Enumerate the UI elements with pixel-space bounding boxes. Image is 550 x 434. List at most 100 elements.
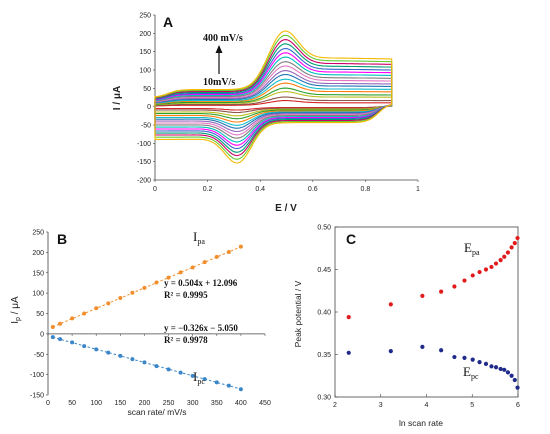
point-pc [493, 365, 499, 370]
panel-b-y-tick-label: 150 [32, 270, 44, 277]
panel-c-x-tick-label: 4 [425, 402, 429, 409]
series-label-epa: Epa [464, 240, 480, 257]
cv-curve-400 [154, 30, 393, 164]
panel-b-y-label: Ip / μA [10, 296, 22, 324]
panel-a-x-tick-label: 0.2 [203, 186, 213, 193]
series-label-epc-main: E [463, 364, 471, 379]
panel-b-y-label-sub: p [15, 317, 22, 321]
panel-a-y-tick-label: 0 [147, 104, 151, 111]
point-pa [452, 284, 457, 289]
point-pa [346, 315, 351, 320]
ipc-r2: R² = 0.9978 [164, 335, 208, 345]
panel-b-x-tick-label: 150 [114, 400, 126, 407]
panel-c-x-label: ln scan rate [399, 418, 443, 428]
point-pc [202, 377, 207, 382]
panel-b-fit-lines [52, 246, 242, 390]
panel-c-y-tick-label: 0.35 [317, 352, 331, 359]
panel-b-x-tick-label: 300 [187, 400, 199, 407]
panel-b-x-tick-label: 450 [259, 400, 271, 407]
panel-a-y-label: I / μA [112, 86, 123, 110]
point-pa [58, 321, 63, 326]
ipa-r2: R² = 0.9995 [164, 290, 208, 300]
panel-b-y-tick-label: -150 [30, 393, 44, 400]
point-pa [202, 260, 207, 265]
panel-b-label: B [57, 231, 67, 247]
point-pc [154, 364, 159, 369]
panel-c-x-tick-label: 5 [470, 402, 474, 409]
panel-c-points [346, 235, 520, 390]
panel-c-y-tick-label: 0.30 [317, 395, 331, 402]
point-pc [470, 357, 475, 362]
panel-b-axes [46, 231, 266, 396]
series-label-ipa: Ipa [193, 229, 205, 246]
point-pa [106, 301, 111, 306]
series-label-ipa-main: I [193, 229, 197, 244]
point-pa [483, 267, 489, 272]
point-pc [118, 353, 123, 358]
point-pc [214, 380, 219, 385]
panel-b-y-tick-label: 0 [40, 331, 44, 338]
ipa-equation: y = 0.504x + 12.096 [164, 278, 238, 288]
series-label-ipc: Ipc [193, 369, 205, 386]
panel-a-x-tick-label: 0.4 [255, 186, 265, 193]
point-pc [142, 360, 147, 365]
panel-a-y-tick-label: -50 [141, 123, 151, 130]
panel-b-x-tick-label: 100 [90, 400, 102, 407]
point-pc [439, 348, 444, 353]
annotation-400mvs: 400 mV/s [203, 33, 243, 44]
panel-b-y-tick-label: -100 [30, 372, 44, 379]
panel-b-y-tick-label: -50 [34, 352, 44, 359]
point-pc [190, 373, 195, 378]
panel-c-y-tick-label: 0.40 [317, 310, 331, 317]
panel-a-y-tick-label: -200 [137, 178, 151, 185]
panel-b-x-tick-label: 50 [68, 400, 76, 407]
panel-c-label: C [346, 231, 356, 247]
scan-rate-arrowhead [215, 45, 223, 53]
panel-a-tick-labels: -200 -150 -100 -50 0 50 100 150 200 250 0 0.2 0.4 0.6… [137, 13, 420, 194]
fit-line-pc [52, 336, 242, 390]
panel-b-points [50, 244, 243, 392]
point-pc [477, 360, 482, 365]
point-pa [142, 285, 147, 290]
point-pa [214, 254, 219, 259]
point-pc [226, 383, 231, 388]
point-pa [477, 269, 482, 275]
panel-b-peak-current-vs-scan-rate: -150 -100 -50 0 50 100 150 200 250 0 50 100 150 200 25… [10, 229, 271, 417]
point-pa [238, 244, 243, 249]
panel-c-frame [334, 226, 519, 398]
panel-b-y-tick-label: 100 [32, 291, 44, 298]
point-pc [178, 370, 183, 375]
point-pc [50, 335, 55, 340]
panel-b-x-tick-label: 0 [46, 400, 50, 407]
point-pc [82, 344, 87, 349]
point-pa [154, 280, 159, 285]
point-pa [470, 273, 475, 278]
series-label-epc: Epc [463, 364, 479, 381]
point-pc [94, 347, 99, 352]
panel-c-tick-labels: 0.30 0.35 0.40 0.45 0.50 2 3 4 5 6 [317, 225, 520, 410]
panel-b-y-tick-label: 250 [32, 230, 44, 237]
panel-b-y-label-unit: / μA [10, 296, 21, 317]
point-pc [452, 354, 457, 360]
panel-b-y-label-main: I [10, 321, 21, 324]
series-label-ipa-sub: pa [197, 237, 205, 246]
point-pc [509, 373, 514, 378]
panel-b-tick-labels: -150 -100 -50 0 50 100 150 200 250 0 50 100 150 200 25… [30, 230, 271, 408]
point-pc [505, 370, 511, 375]
panel-a-x-tick-label: 0.8 [361, 186, 371, 193]
annotation-10mvs: 10mV/s [203, 77, 235, 88]
point-pc [388, 349, 393, 354]
point-pa [505, 250, 511, 255]
point-pc [346, 350, 351, 355]
point-pc [166, 367, 171, 372]
panel-a-y-tick-label: 50 [143, 86, 151, 93]
point-pa [515, 235, 520, 241]
panel-c-x-tick-label: 3 [379, 402, 383, 409]
point-pa [190, 265, 195, 270]
panel-b-x-tick-label: 200 [139, 400, 151, 407]
point-pc [462, 355, 467, 360]
point-pc [70, 340, 75, 345]
point-pa [178, 270, 183, 275]
panel-c-x-tick-label: 6 [516, 402, 520, 409]
